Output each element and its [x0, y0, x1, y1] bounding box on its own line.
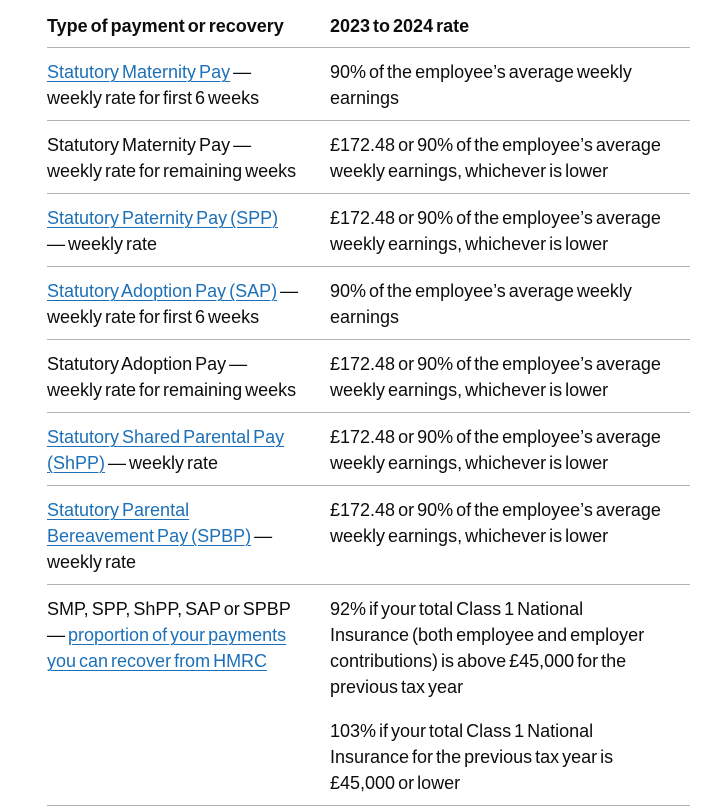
- payment-type-cell: Statutory Parental Bereavement Pay (SPBP…: [47, 485, 330, 585]
- payment-type-cell: Statutory Maternity Pay — weekly rate fo…: [47, 120, 330, 194]
- rate-cell: £172.48 or 90% of the employee’s average…: [330, 193, 690, 267]
- rate-paragraph: £172.48 or 90% of the employee’s average…: [330, 135, 661, 181]
- rate-paragraph: 92% if your total Class 1 National Insur…: [330, 599, 645, 697]
- column-header-payment-type: Type of payment or recovery: [47, 13, 330, 48]
- rate-paragraph: £172.48 or 90% of the employee’s average…: [330, 500, 661, 546]
- payment-text: Statutory Adoption Pay — weekly rate for…: [47, 354, 297, 400]
- payment-rates-table: Type of payment or recovery 2023 to 2024…: [47, 13, 690, 806]
- payment-link[interactable]: Statutory Paternity Pay (SPP): [47, 208, 279, 228]
- rate-paragraph: £172.48 or 90% of the employee’s average…: [330, 208, 661, 254]
- payment-link[interactable]: Statutory Parental Bereavement Pay (SPBP…: [47, 500, 252, 546]
- payment-type-cell: Statutory Adoption Pay (SAP) — weekly ra…: [47, 266, 330, 340]
- rate-paragraph: 90% of the employee’s average weekly ear…: [330, 62, 632, 108]
- table-header: Type of payment or recovery 2023 to 2024…: [47, 13, 690, 48]
- payment-text: — weekly rate: [47, 234, 158, 254]
- rate-cell: 90% of the employee’s average weekly ear…: [330, 47, 690, 121]
- payment-type-cell: Statutory Maternity Pay — weekly rate fo…: [47, 47, 330, 121]
- payment-link[interactable]: Statutory Shared Parental Pay (ShPP): [47, 427, 285, 473]
- payment-link[interactable]: proportion of your payments you can reco…: [47, 625, 287, 671]
- column-header-rate: 2023 to 2024 rate: [330, 13, 690, 48]
- rate-paragraph: 103% if your total Class 1 National Insu…: [330, 721, 614, 793]
- payment-link[interactable]: Statutory Adoption Pay (SAP): [47, 281, 278, 301]
- rate-paragraph: 90% of the employee’s average weekly ear…: [330, 281, 632, 327]
- rate-paragraph: £172.48 or 90% of the employee’s average…: [330, 427, 661, 473]
- payment-type-cell: Statutory Paternity Pay (SPP) — weekly r…: [47, 193, 330, 267]
- rate-cell: £172.48 or 90% of the employee’s average…: [330, 120, 690, 194]
- rate-cell: £172.48 or 90% of the employee’s average…: [330, 412, 690, 486]
- payment-text: — weekly rate: [47, 526, 273, 572]
- payment-type-cell: SMP, SPP, ShPP, SAP or SPBP — proportion…: [47, 584, 330, 806]
- rate-paragraph: £172.48 or 90% of the employee’s average…: [330, 354, 661, 400]
- table-row: SMP, SPP, ShPP, SAP or SPBP — proportion…: [47, 584, 690, 806]
- table-row: Statutory Maternity Pay — weekly rate fo…: [47, 120, 690, 194]
- payment-text: — weekly rate for first 6 weeks: [47, 62, 260, 108]
- rate-cell: £172.48 or 90% of the employee’s average…: [330, 485, 690, 585]
- payment-type-cell: Statutory Shared Parental Pay (ShPP) — w…: [47, 412, 330, 486]
- table-row: Statutory Paternity Pay (SPP) — weekly r…: [47, 193, 690, 267]
- payment-link[interactable]: Statutory Maternity Pay: [47, 62, 231, 82]
- payment-type-cell: Statutory Adoption Pay — weekly rate for…: [47, 339, 330, 413]
- payment-text: Statutory Maternity Pay — weekly rate fo…: [47, 135, 297, 181]
- payment-text: SMP, SPP, ShPP, SAP or SPBP —: [47, 599, 291, 645]
- table-row: Statutory Maternity Pay — weekly rate fo…: [47, 47, 690, 121]
- table-row: Statutory Shared Parental Pay (ShPP) — w…: [47, 412, 690, 486]
- table-body: Statutory Maternity Pay — weekly rate fo…: [47, 47, 690, 806]
- payment-text: — weekly rate for first 6 weeks: [47, 281, 299, 327]
- payment-text: — weekly rate: [105, 453, 219, 473]
- rate-cell: 92% if your total Class 1 National Insur…: [330, 584, 690, 806]
- rate-cell: 90% of the employee’s average weekly ear…: [330, 266, 690, 340]
- table-row: Statutory Parental Bereavement Pay (SPBP…: [47, 485, 690, 585]
- table-header-row: Type of payment or recovery 2023 to 2024…: [47, 13, 690, 48]
- rate-cell: £172.48 or 90% of the employee’s average…: [330, 339, 690, 413]
- table-row: Statutory Adoption Pay — weekly rate for…: [47, 339, 690, 413]
- table-row: Statutory Adoption Pay (SAP) — weekly ra…: [47, 266, 690, 340]
